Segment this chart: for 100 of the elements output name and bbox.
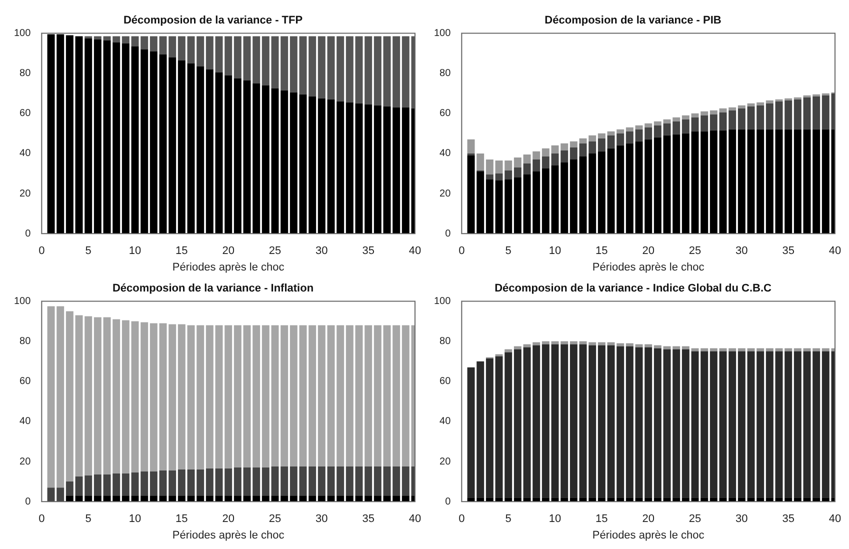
- bar: [551, 344, 559, 498]
- bar: [710, 348, 718, 352]
- bar: [66, 482, 74, 496]
- bar: [327, 325, 335, 467]
- bar: [383, 325, 391, 467]
- bar: [364, 466, 372, 496]
- bar: [775, 129, 783, 234]
- bar: [327, 466, 335, 496]
- bar: [299, 36, 307, 94]
- bar: [700, 115, 708, 132]
- bar: [700, 131, 708, 234]
- bar: [178, 496, 186, 502]
- bar: [803, 97, 811, 130]
- bar: [112, 474, 120, 496]
- bar: [747, 129, 755, 234]
- bar: [523, 174, 531, 234]
- bar: [122, 474, 130, 496]
- bar: [243, 36, 251, 80]
- bar: [271, 466, 279, 496]
- bar: [252, 496, 260, 502]
- bar: [383, 466, 391, 496]
- bar: [280, 325, 288, 467]
- bar: [588, 345, 596, 498]
- bar: [178, 60, 186, 234]
- bar: [168, 324, 176, 471]
- y-tick-label: 40: [20, 416, 32, 428]
- bar: [626, 143, 634, 234]
- bar: [812, 129, 820, 234]
- bar: [318, 36, 326, 98]
- bar: [607, 131, 615, 136]
- bar: [672, 121, 680, 134]
- bar: [206, 69, 214, 234]
- bar: [682, 346, 690, 350]
- bar: [691, 348, 699, 352]
- bar: [700, 348, 708, 352]
- bar: [504, 160, 512, 170]
- bar: [262, 325, 270, 468]
- bar: [271, 36, 279, 88]
- x-tick-label: 35: [782, 245, 794, 258]
- y-tick-label: 100: [434, 296, 452, 307]
- bar: [308, 36, 316, 96]
- bar: [635, 125, 643, 130]
- bar: [187, 63, 195, 234]
- bar: [374, 466, 382, 496]
- bar: [486, 179, 494, 234]
- bar: [504, 349, 512, 352]
- bar: [383, 106, 391, 234]
- bar: [84, 38, 92, 234]
- bar: [103, 474, 111, 496]
- bar: [112, 319, 120, 474]
- bar: [187, 36, 195, 64]
- bar: [672, 134, 680, 234]
- bar: [626, 343, 634, 346]
- bar: [598, 345, 606, 498]
- bar: [672, 346, 680, 350]
- bar: [560, 143, 568, 150]
- bar: [159, 323, 167, 471]
- bar: [570, 344, 578, 498]
- bar: [318, 98, 326, 234]
- bar: [635, 347, 643, 498]
- bar: [178, 470, 186, 496]
- bar: [542, 168, 550, 234]
- bar: [374, 496, 382, 502]
- bar: [719, 108, 727, 112]
- bar: [215, 325, 223, 469]
- bar: [196, 470, 204, 496]
- bar: [271, 88, 279, 234]
- bar: [94, 496, 102, 502]
- bar: [84, 496, 92, 502]
- bar: [775, 351, 783, 498]
- bar: [234, 78, 242, 234]
- bar: [122, 36, 130, 44]
- bar: [747, 103, 755, 106]
- x-tick-label: 25: [688, 245, 702, 258]
- x-tick-label: 40: [408, 513, 422, 526]
- bar: [196, 496, 204, 502]
- bar: [150, 496, 158, 502]
- bar: [728, 348, 736, 352]
- bar: [262, 36, 270, 86]
- bar: [598, 133, 606, 138]
- bar: [224, 496, 232, 502]
- chart-title: Décomposion de la variance - PIB: [544, 14, 722, 27]
- bar: [663, 346, 671, 350]
- bar: [215, 468, 223, 496]
- bar: [318, 466, 326, 496]
- bar: [803, 129, 811, 234]
- bar: [252, 468, 260, 496]
- bar: [654, 137, 662, 234]
- bar: [794, 348, 802, 352]
- bar: [588, 342, 596, 346]
- bar: [784, 129, 792, 234]
- x-tick-label: 30: [316, 245, 328, 258]
- x-tick-label: 20: [642, 245, 654, 258]
- bar: [308, 496, 316, 502]
- bar: [691, 351, 699, 498]
- bar: [607, 345, 615, 498]
- bar: [514, 346, 522, 350]
- bar: [112, 42, 120, 234]
- bar: [626, 346, 634, 498]
- bar: [215, 36, 223, 72]
